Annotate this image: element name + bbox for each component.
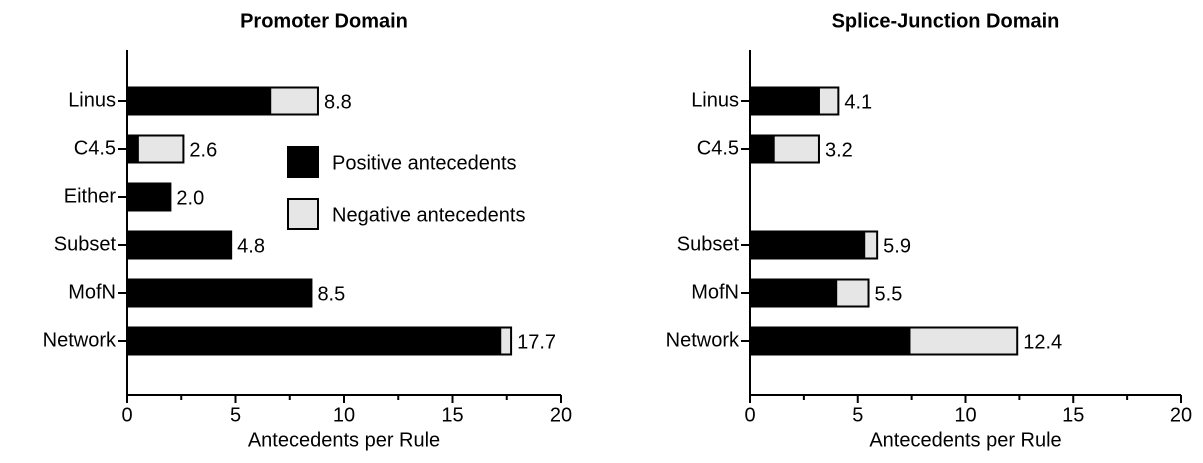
y-tick-label: Subset [54, 233, 117, 255]
bar-segment [749, 230, 866, 260]
legend-swatch [287, 198, 319, 230]
bar-segment [749, 86, 820, 116]
x-tick-label: 15 [441, 404, 463, 426]
total-label: 8.8 [324, 91, 352, 113]
bar-segment [817, 86, 840, 116]
bar-segment [749, 134, 775, 164]
total-label: 8.5 [317, 283, 345, 305]
x-tick-label: 20 [550, 404, 572, 426]
x-tick-label: 0 [744, 404, 755, 426]
total-label: 12.4 [1023, 331, 1062, 353]
y-tick-label: MofN [691, 281, 739, 303]
bar-segment [136, 134, 185, 164]
bar-segment [126, 86, 272, 116]
total-label: 2.0 [176, 187, 204, 209]
bar-segment [269, 86, 319, 116]
y-tick-label: Linus [691, 89, 739, 111]
y-tick-label: Network [666, 329, 740, 351]
y-tick-label: C4.5 [74, 137, 116, 159]
chart-title: Splice-Junction Domain [832, 10, 1060, 32]
bar-segment [835, 278, 870, 308]
x-tick-label: 20 [1170, 404, 1192, 426]
total-label: 3.2 [825, 139, 853, 161]
bar-segment [863, 230, 879, 260]
y-tick-label: C4.5 [697, 137, 739, 159]
x-axis-label: Antecedents per Rule [248, 429, 440, 451]
y-tick-label: MofN [68, 281, 116, 303]
y-tick-label: Subset [677, 233, 740, 255]
bar-segment [499, 326, 513, 356]
x-tick-label: 10 [333, 404, 355, 426]
total-label: 17.7 [517, 331, 556, 353]
chart-title: Promoter Domain [240, 10, 408, 32]
x-axis-label: Antecedents per Rule [869, 429, 1061, 451]
bar-segment [126, 182, 172, 212]
bar-segment [908, 326, 1019, 356]
bar-segment [772, 134, 820, 164]
x-tick-label: 5 [230, 404, 241, 426]
total-label: 4.1 [844, 91, 872, 113]
bar-segment [749, 278, 838, 308]
x-tick-label: 15 [1062, 404, 1084, 426]
x-tick-label: 10 [954, 404, 976, 426]
bar-segment [126, 230, 233, 260]
total-label: 4.8 [237, 235, 265, 257]
bar-segment [749, 326, 911, 356]
y-tick-label: Network [43, 329, 117, 351]
bar-segment [126, 278, 313, 308]
legend-swatch [287, 146, 319, 178]
y-tick-label: Linus [68, 89, 116, 111]
x-tick-label: 0 [121, 404, 132, 426]
y-tick-label: Either [64, 185, 117, 207]
x-tick-label: 5 [852, 404, 863, 426]
total-label: 5.9 [883, 235, 911, 257]
total-label: 5.5 [875, 283, 903, 305]
legend-label: Positive antecedents [332, 152, 517, 174]
bar-segment [126, 326, 502, 356]
total-label: 2.6 [189, 139, 217, 161]
legend-label: Negative antecedents [332, 204, 525, 226]
bar-segment [126, 134, 139, 164]
